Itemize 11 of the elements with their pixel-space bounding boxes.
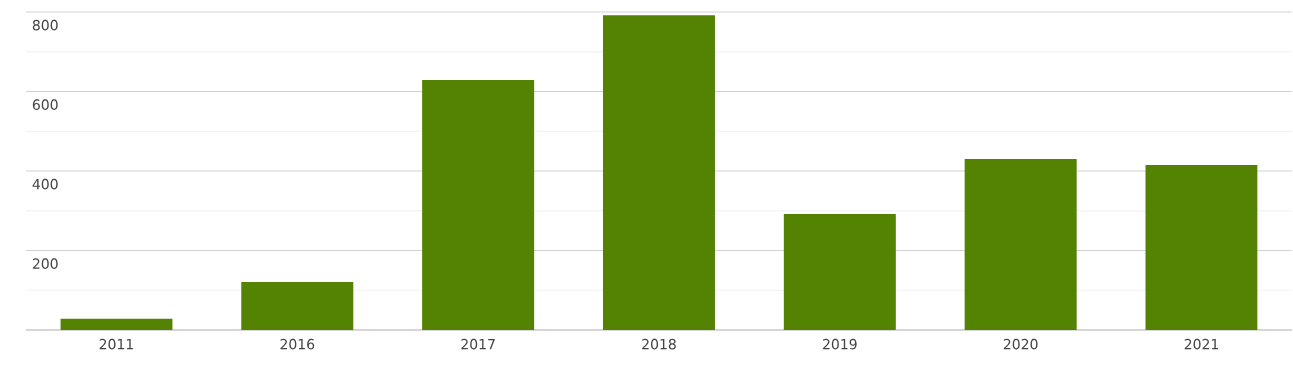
x-tick-label: 2018	[642, 338, 676, 350]
x-tick-label: 2017	[461, 338, 495, 350]
y-tick-label: 400	[32, 178, 58, 190]
y-tick-label: 600	[32, 99, 58, 110]
y-tick-label: 200	[32, 258, 58, 269]
x-tick-label: 2020	[1003, 338, 1038, 350]
x-tick-label: 2016	[280, 338, 315, 350]
y-tick-label: 800	[32, 19, 58, 31]
x-tick-label: 2019	[823, 338, 857, 350]
x-tick-label: 2021	[1184, 338, 1219, 350]
x-tick-label: 2011	[99, 338, 133, 350]
